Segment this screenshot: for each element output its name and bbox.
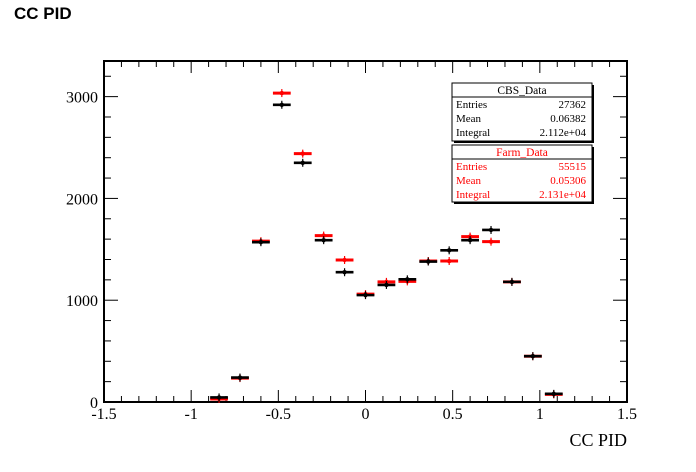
stats-box-frame <box>451 144 593 203</box>
y-tick-label: 1000 <box>66 293 98 310</box>
data-point <box>551 391 556 397</box>
y-tick-label: 0 <box>90 395 98 412</box>
data-point <box>300 151 305 156</box>
stats-box-title: CBS_Data <box>497 85 546 97</box>
data-point <box>300 160 305 165</box>
data-point <box>467 237 473 243</box>
x-tick-label: -0.5 <box>266 406 291 423</box>
x-tick-label: -1.5 <box>91 406 116 423</box>
stats-box-farm-data: Farm_Data Entries 55515 Mean 0.05306 Integral… <box>451 144 594 204</box>
data-point <box>258 239 264 245</box>
stats-row-value: 2.112e+04 <box>540 127 587 139</box>
series-cbs-data <box>210 100 563 402</box>
stats-row-value: 55515 <box>559 161 587 173</box>
stats-box-cbs-data: CBS_Data Entries 27362 Mean 0.06382 Integral 2… <box>451 82 594 143</box>
data-point <box>321 237 326 243</box>
stats-row-value: 0.06382 <box>550 113 586 125</box>
stats-row-value: 27362 <box>559 99 587 111</box>
x-tick-label: 0 <box>362 406 370 423</box>
data-point <box>279 102 285 107</box>
stats-boxes: CBS_Data Entries 27362 Mean 0.06382 Integral 2… <box>451 82 594 204</box>
data-point <box>279 90 285 96</box>
data-point <box>530 353 536 359</box>
data-point <box>446 248 452 253</box>
data-point <box>405 277 410 282</box>
data-point <box>342 257 347 263</box>
x-tick-label: 1 <box>536 406 544 423</box>
x-tick-label: -1 <box>185 406 198 423</box>
stats-box-frame <box>451 82 593 142</box>
data-point <box>488 227 494 233</box>
x-tick-label: 0.5 <box>443 406 463 423</box>
chart-marks <box>210 89 563 403</box>
data-point <box>216 395 222 400</box>
x-axis-title: CC PID <box>569 430 627 450</box>
data-point <box>321 233 326 238</box>
stats-row-value: 2.131e+04 <box>539 189 586 201</box>
stats-row-label: Mean <box>456 175 482 187</box>
y-tick-label: 2000 <box>66 191 98 208</box>
data-point <box>426 259 431 264</box>
stats-row-value: 0.05306 <box>550 175 586 187</box>
x-tick-label: 1.5 <box>617 406 637 423</box>
data-point <box>509 279 515 285</box>
stats-row-label: Integral <box>456 127 490 139</box>
stats-row-label: Integral <box>456 189 490 201</box>
stats-row-label: Entries <box>456 99 487 111</box>
y-tick-label: 3000 <box>66 90 98 107</box>
data-point <box>342 270 347 275</box>
data-point <box>237 375 243 380</box>
page-title: CC PID <box>14 4 72 23</box>
data-point <box>488 239 494 244</box>
stats-row-label: Entries <box>456 161 487 173</box>
data-point <box>446 258 452 264</box>
data-point <box>363 292 368 298</box>
stats-row-label: Mean <box>456 113 482 125</box>
data-point <box>384 282 389 288</box>
stats-box-title: Farm_Data <box>496 147 548 159</box>
axes: -1.5 -1 -0.5 0 0.5 1 1.5 0 1000 2000 3000 CC PID <box>66 60 637 450</box>
